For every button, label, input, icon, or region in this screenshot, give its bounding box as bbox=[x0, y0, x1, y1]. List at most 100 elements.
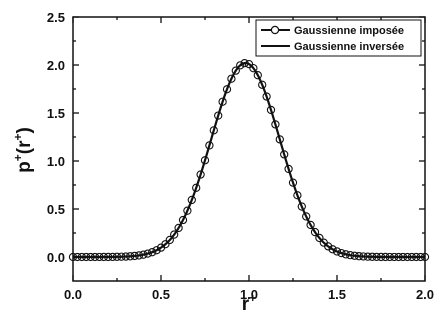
data-point bbox=[390, 252, 399, 262]
tick-labels: 0.0 0.5 1.0 1.5 2.0 0.0 0.5 1.0 1.5 2.0 2.5 bbox=[47, 10, 434, 302]
data-point bbox=[161, 240, 170, 249]
data-point bbox=[200, 156, 210, 165]
data-point bbox=[306, 220, 315, 230]
data-point bbox=[416, 252, 425, 262]
data-point bbox=[222, 85, 232, 94]
data-point bbox=[332, 247, 342, 256]
data-point bbox=[209, 126, 218, 135]
x-axis-label: r+ bbox=[242, 291, 256, 315]
data-point bbox=[148, 248, 157, 257]
data-point bbox=[236, 61, 245, 70]
data-point bbox=[99, 252, 108, 262]
data-point bbox=[227, 74, 236, 83]
data-point bbox=[77, 252, 86, 262]
data-point bbox=[407, 252, 416, 262]
data-point bbox=[328, 245, 337, 254]
data-point bbox=[288, 178, 298, 187]
data-point bbox=[108, 252, 117, 262]
data-point bbox=[280, 150, 289, 159]
data-point bbox=[205, 141, 214, 150]
data-point bbox=[271, 120, 280, 129]
series-gaussienne-inversee bbox=[73, 61, 425, 259]
data-point bbox=[253, 71, 262, 80]
data-point bbox=[310, 227, 320, 237]
data-point bbox=[73, 252, 82, 262]
legend-label-imposee: Gaussienne imposée bbox=[294, 25, 404, 37]
data-point bbox=[82, 252, 91, 262]
legend-box bbox=[255, 19, 422, 57]
data-point bbox=[231, 66, 240, 75]
x-tick-label: 0.0 bbox=[64, 287, 82, 302]
legend-label-inversee: Gaussienne inversée bbox=[294, 41, 404, 53]
data-point bbox=[240, 58, 249, 68]
x-tick-label: 1.0 bbox=[240, 287, 258, 302]
data-point bbox=[126, 252, 135, 261]
plot-frame bbox=[72, 16, 426, 282]
legend: Gaussienne imposée Gaussienne inversée bbox=[255, 19, 422, 57]
y-tick-label: 0.0 bbox=[47, 250, 65, 265]
data-point bbox=[192, 183, 201, 192]
data-point bbox=[214, 111, 223, 120]
data-point bbox=[68, 252, 78, 262]
data-point bbox=[170, 230, 179, 239]
data-point bbox=[266, 105, 276, 115]
data-point bbox=[346, 251, 355, 260]
data-point bbox=[284, 164, 293, 174]
legend-marker-imposee bbox=[270, 25, 280, 35]
y-tick-label: 2.0 bbox=[47, 58, 65, 73]
data-point bbox=[341, 250, 350, 259]
data-point bbox=[315, 233, 324, 243]
data-point bbox=[412, 252, 421, 262]
data-point bbox=[244, 59, 254, 69]
data-point bbox=[372, 252, 381, 262]
data-point bbox=[297, 202, 306, 211]
data-point bbox=[139, 250, 148, 259]
data-point bbox=[178, 215, 188, 225]
data-point bbox=[218, 97, 227, 106]
data-point bbox=[385, 252, 394, 262]
data-point bbox=[152, 246, 161, 255]
data-point bbox=[104, 252, 113, 262]
data-point bbox=[262, 92, 271, 101]
data-point bbox=[398, 252, 408, 262]
data-point bbox=[368, 252, 377, 261]
data-point bbox=[95, 252, 104, 262]
data-point bbox=[143, 249, 152, 258]
series-line-inversee bbox=[73, 61, 425, 259]
data-point bbox=[117, 252, 126, 261]
y-tick-label: 1.5 bbox=[47, 106, 65, 121]
x-tick-label: 0.5 bbox=[152, 287, 170, 302]
x-tick-label: 1.5 bbox=[328, 287, 346, 302]
data-point bbox=[394, 252, 403, 262]
data-point bbox=[376, 252, 386, 262]
data-point bbox=[403, 252, 412, 262]
y-tick-label: 1.0 bbox=[47, 154, 65, 169]
data-point bbox=[302, 212, 311, 221]
data-point bbox=[275, 135, 284, 144]
data-point bbox=[381, 252, 390, 262]
x-tick-label: 2.0 bbox=[416, 287, 434, 302]
data-point bbox=[324, 242, 333, 251]
y-axis-label: p+(r+) bbox=[11, 127, 35, 173]
series-gaussienne-imposee bbox=[68, 58, 430, 262]
data-point bbox=[350, 251, 359, 260]
data-point bbox=[420, 252, 430, 262]
data-point bbox=[359, 252, 368, 261]
data-point bbox=[174, 223, 183, 233]
data-point bbox=[363, 252, 372, 261]
data-point bbox=[90, 252, 100, 262]
y-tick-label: 2.5 bbox=[47, 10, 65, 25]
data-point bbox=[183, 206, 192, 215]
data-point bbox=[293, 191, 302, 200]
axis-ticks bbox=[72, 16, 426, 281]
data-point bbox=[196, 170, 205, 179]
data-point bbox=[130, 251, 139, 261]
data-point bbox=[187, 195, 196, 205]
data-point bbox=[354, 252, 364, 261]
data-point bbox=[165, 235, 174, 245]
data-point bbox=[337, 248, 346, 258]
y-tick-label: 0.5 bbox=[47, 202, 65, 217]
data-point bbox=[134, 251, 144, 260]
data-point bbox=[86, 252, 95, 262]
